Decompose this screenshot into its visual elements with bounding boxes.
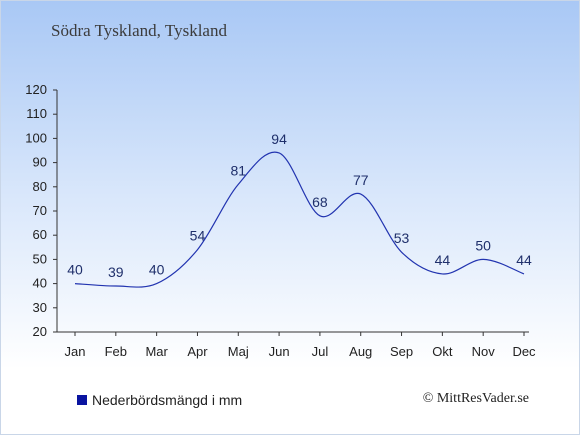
data-label: 44 bbox=[516, 252, 532, 268]
data-label: 68 bbox=[312, 194, 328, 210]
y-tick-label: 110 bbox=[26, 106, 47, 121]
x-tick-label: Mar bbox=[145, 344, 168, 359]
y-tick-label: 50 bbox=[33, 251, 47, 266]
data-label: 54 bbox=[190, 228, 206, 244]
x-tick-label: Apr bbox=[187, 344, 208, 359]
y-tick-label: 60 bbox=[33, 227, 47, 242]
x-tick-label: Okt bbox=[432, 344, 453, 359]
data-label: 53 bbox=[394, 230, 410, 246]
y-tick-label: 20 bbox=[33, 324, 47, 339]
x-axis-ticks: Jan Feb Mar Apr Maj Jun Jul Aug Sep Okt Nov Dec bbox=[65, 332, 536, 359]
y-tick-label: 120 bbox=[25, 82, 47, 97]
data-label: 94 bbox=[271, 131, 287, 147]
location-title: Södra Tyskland, Tyskland bbox=[51, 21, 227, 40]
copyright-notice: © MittResVader.se bbox=[422, 391, 529, 406]
y-tick-label: 30 bbox=[33, 300, 47, 315]
y-tick-label: 100 bbox=[25, 130, 47, 145]
data-label: 81 bbox=[230, 162, 246, 178]
data-label: 40 bbox=[67, 262, 83, 278]
x-tick-label: Jul bbox=[312, 344, 329, 359]
data-label: 40 bbox=[149, 262, 165, 278]
data-labels: 40 39 40 54 81 94 68 77 53 44 50 44 bbox=[67, 131, 532, 280]
x-tick-label: Jun bbox=[269, 344, 290, 359]
chart-axes bbox=[56, 90, 529, 333]
legend: Nederbördsmängd i mm bbox=[77, 392, 242, 408]
x-tick-label: Dec bbox=[512, 344, 536, 359]
x-tick-label: Maj bbox=[228, 344, 249, 359]
data-label: 39 bbox=[108, 264, 124, 280]
legend-label: Nederbördsmängd i mm bbox=[92, 392, 243, 408]
y-tick-label: 90 bbox=[33, 155, 47, 170]
y-tick-label: 70 bbox=[33, 203, 47, 218]
data-label: 44 bbox=[435, 252, 451, 268]
x-tick-label: Nov bbox=[472, 344, 496, 359]
x-tick-label: Sep bbox=[390, 344, 413, 359]
legend-swatch bbox=[77, 395, 87, 405]
y-tick-label: 80 bbox=[33, 179, 47, 194]
y-axis-ticks: 20 30 40 50 60 70 80 90 100 110 120 bbox=[25, 82, 57, 339]
x-tick-label: Feb bbox=[105, 344, 127, 359]
data-label: 50 bbox=[475, 237, 491, 253]
data-label: 77 bbox=[353, 172, 369, 188]
y-tick-label: 40 bbox=[33, 276, 47, 291]
x-tick-label: Jan bbox=[65, 344, 86, 359]
x-tick-label: Aug bbox=[349, 344, 372, 359]
precipitation-line bbox=[74, 151, 525, 288]
